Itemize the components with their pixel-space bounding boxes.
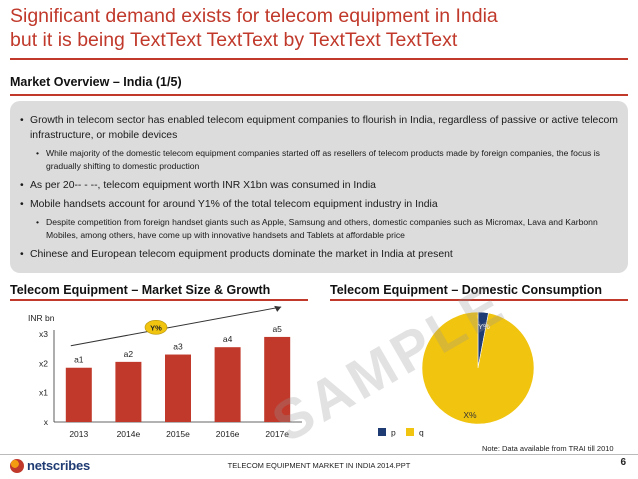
page-number: 6 [620,457,626,468]
y-unit-label: INR bn [28,313,55,323]
bar-data-label: a3 [173,342,183,352]
x-tick-label: 2015e [166,429,190,439]
market-chart-heading: Telecom Equipment – Market Size & Growth [10,283,271,297]
overview-sub-bullet: Despite competition from foreign handset… [36,216,618,241]
logo-mark-icon [10,458,24,473]
market-size-chart-svg: INR bn x x1 x2 x3 a1 2013 a2 2014e a3 2015e a4 2016e… [28,305,302,439]
bar-data-label: a2 [124,349,134,359]
footer-text: TELECOM EQUIPMENT MARKET IN INDIA 2014.P… [227,461,411,470]
pie-slice-label: Y% [478,322,490,331]
bar [165,354,191,422]
overview-sub-bullet: While majority of the domestic telecom e… [36,147,618,172]
overview-heading: Market Overview – India (1/5) [10,75,182,89]
title-rule [10,58,628,60]
pie-slice-label: X% [463,410,477,420]
consumption-pie-chart: Y% X% p q [330,304,630,454]
growth-rate-label: Y% [150,323,162,332]
bar [115,361,142,422]
overview-bullet: As per 20-- - --, telecom equipment wort… [20,178,618,193]
bar [65,367,92,422]
slide-title-line-1: Significant demand exists for telecom eq… [10,5,498,27]
bar-data-label: a5 [272,324,282,334]
overview-box: Growth in telecom sector has enabled tel… [10,101,628,273]
data-note: Note: Data available from TRAI till 2010 [482,444,614,453]
legend-label: q [419,428,424,438]
growth-arrow-head [274,305,282,312]
market-size-chart: INR bn x x1 x2 x3 a1 2013 a2 2014e a3 2015e a4 2016e… [10,304,310,454]
legend-label: p [391,428,396,438]
pie-slice [421,311,535,425]
y-tick-label: x [44,417,49,427]
bar [214,347,241,422]
bar-data-label: a1 [74,355,84,365]
consumption-chart-rule [330,299,628,301]
overview-rule [10,94,628,96]
market-chart-rule [10,299,308,301]
x-tick-label: 2013 [69,429,88,439]
growth-rate-badge [144,320,168,335]
x-tick-label: 2016e [216,429,240,439]
overview-bullet: Mobile handsets account for around Y1% o… [20,197,618,212]
legend-swatch [378,428,386,436]
logo-text: netscribes [27,458,91,473]
y-tick-label: x3 [39,329,48,339]
consumption-pie-svg: Y% X% p q [378,311,535,438]
overview-bullet: Chinese and European telecom equipment p… [20,247,618,262]
footer-rule [0,454,638,455]
legend-swatch [406,428,414,436]
slide-title: Significant demand exists for telecom eq… [10,4,610,52]
bar [264,336,291,422]
y-tick-label: x2 [39,358,48,368]
y-tick-label: x1 [39,388,48,398]
overview-bullet-list: Growth in telecom sector has enabled tel… [20,113,618,262]
slide-title-line-2: but it is being TextText TextText by Tex… [10,29,458,51]
consumption-chart-heading: Telecom Equipment – Domestic Consumption [330,283,603,297]
bar-data-label: a4 [223,334,233,344]
netscribes-logo: netscribes [10,458,90,473]
overview-bullet: Growth in telecom sector has enabled tel… [20,113,618,143]
growth-arrow [70,306,282,347]
x-tick-label: 2017e [265,429,289,439]
x-tick-label: 2014e [117,429,141,439]
